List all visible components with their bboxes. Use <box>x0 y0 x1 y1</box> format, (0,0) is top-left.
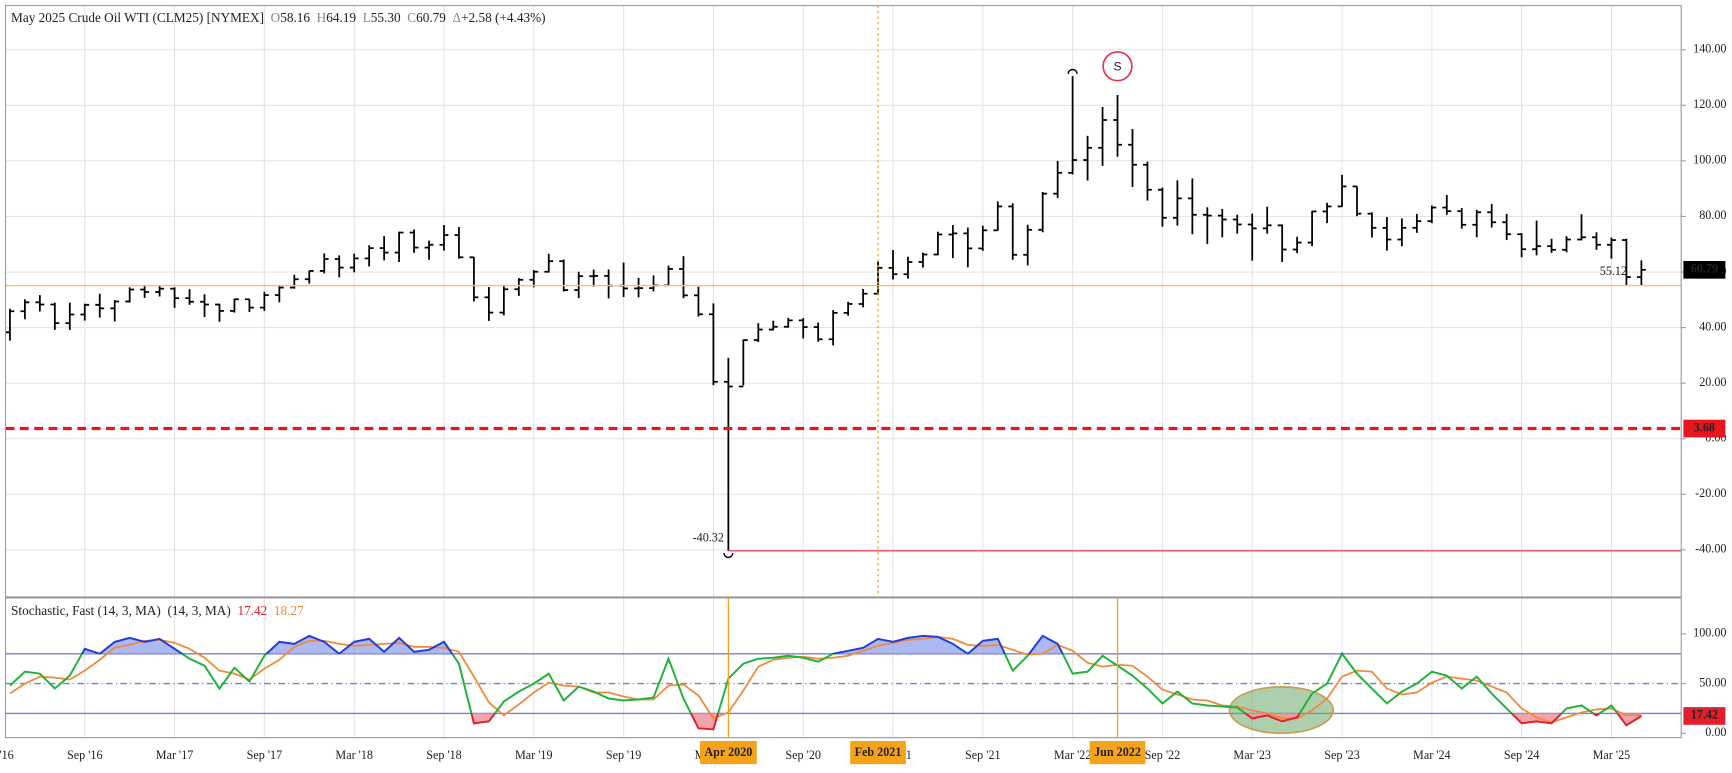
highlight-box <box>850 740 906 765</box>
x-tick-label: Mar '22 <box>1054 748 1092 762</box>
highlight-box <box>699 740 757 765</box>
highlight-ellipse <box>1228 686 1335 735</box>
x-tick-label: Sep '22 <box>1145 748 1181 762</box>
header-value: 64.19 <box>326 10 356 25</box>
header-value: 58.16 <box>280 10 310 25</box>
y-tick-label: 50.00 <box>1699 675 1726 689</box>
header-label: H <box>317 10 327 25</box>
y-tick-label: 20.00 <box>1699 375 1726 389</box>
level-box-label: 3.68 <box>1694 420 1715 434</box>
x-tick-label: Mar '19 <box>515 748 553 762</box>
stochastic-params: (14, 3, MA) <box>167 603 230 618</box>
x-tick-label: Sep '24 <box>1504 748 1540 762</box>
header-label: L <box>363 10 371 25</box>
header-title: May 2025 Crude Oil WTI (CLM25) [NYMEX] <box>11 10 264 25</box>
price-panel <box>5 76 1682 552</box>
header-label: Δ <box>453 10 462 25</box>
event-marker-label: S <box>1113 60 1121 74</box>
stochastic-header: Stochastic, Fast (14, 3, MA) (14, 3, MA) 1… <box>11 603 304 618</box>
highlight-label: Jun 2022 <box>1094 745 1141 759</box>
last-price-label: 60.79 <box>1691 262 1718 276</box>
last-price-box <box>1683 260 1726 279</box>
x-tick-label: Mar '17 <box>156 748 194 762</box>
x-tick-label: Sep '21 <box>965 748 1001 762</box>
stochastic-title: Stochastic, Fast (14, 3, MA) <box>11 603 161 618</box>
header-label: C <box>407 10 416 25</box>
stochastic-panel <box>5 634 1682 735</box>
highlight-label: Feb 2021 <box>855 745 902 759</box>
x-tick-label: Sep '17 <box>247 748 283 762</box>
x-tick-label: Mar '16 <box>0 748 14 762</box>
level-label: 55.12 <box>1600 264 1627 278</box>
x-tick-label: Sep '16 <box>67 748 103 762</box>
x-tick-label: Sep '23 <box>1324 748 1360 762</box>
header-value: +2.58 (+4.43%) <box>461 10 546 25</box>
y-tick-label: 100.00 <box>1693 626 1726 640</box>
x-tick-label: Mar '25 <box>1593 748 1631 762</box>
last-value-box <box>1683 707 1726 725</box>
x-tick-label: Sep '19 <box>606 748 642 762</box>
y-tick-label: 0.00 <box>1705 725 1726 739</box>
y-tick-label: -20.00 <box>1695 486 1726 500</box>
x-tick-label: Mar '18 <box>335 748 373 762</box>
y-tick-label: 140.00 <box>1693 41 1726 55</box>
y-tick-label: 120.00 <box>1693 97 1726 111</box>
low-label: -40.32 <box>693 530 724 544</box>
x-tick-label: Mar '23 <box>1233 748 1271 762</box>
highlight-label: Apr 2020 <box>704 745 752 759</box>
panel-frame <box>4 4 1682 739</box>
high-marker <box>1067 68 1078 75</box>
low-marker <box>723 552 734 559</box>
y-tick-label: 80.00 <box>1699 208 1726 222</box>
x-tick-label: Sep '20 <box>785 748 821 762</box>
y-tick-label: 40.00 <box>1699 319 1726 333</box>
last-value-label: 17.42 <box>1691 708 1718 722</box>
x-tick-label: Sep '18 <box>426 748 462 762</box>
overbought-fill <box>9 635 1642 654</box>
y-tick-label: -40.00 <box>1695 542 1726 556</box>
highlight-box <box>1089 740 1146 765</box>
level-box <box>1683 419 1726 438</box>
y-tick-label: 100.00 <box>1693 153 1726 167</box>
chart-header: May 2025 Crude Oil WTI (CLM25) [NYMEX] O5… <box>11 10 546 25</box>
d-value: 18.27 <box>274 603 304 618</box>
header-label: O <box>271 10 281 25</box>
x-tick-label: Mar '24 <box>1413 748 1451 762</box>
k-value: 17.42 <box>237 603 267 618</box>
event-marker <box>1102 51 1133 82</box>
header-value: 60.79 <box>416 10 446 25</box>
k-line <box>9 634 1642 731</box>
header-value: 55.30 <box>371 10 401 25</box>
